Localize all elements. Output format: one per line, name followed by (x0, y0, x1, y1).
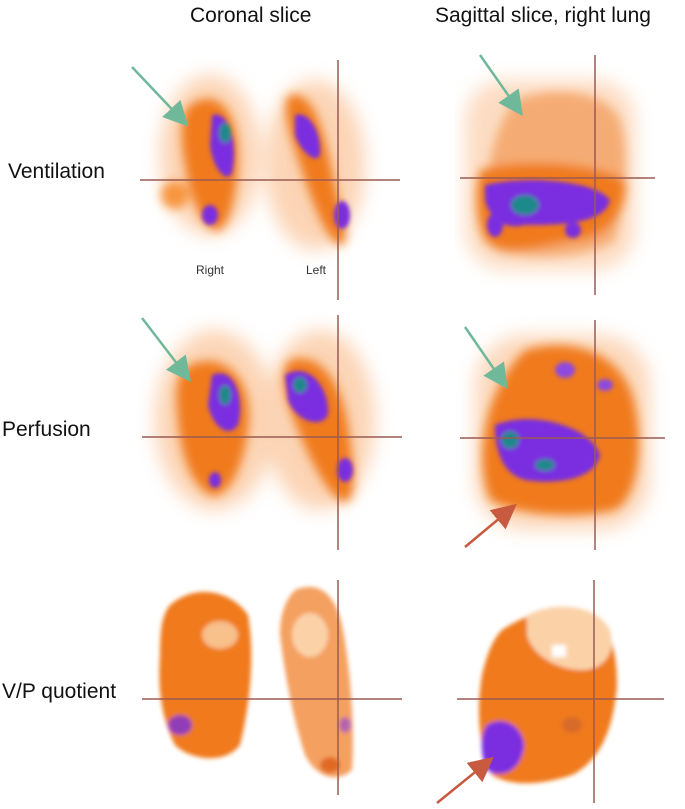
column-title-coronal: Coronal slice (190, 4, 312, 27)
panel-ventilation-coronal: Right Left (130, 55, 405, 305)
green-arrow (141, 317, 192, 382)
label-left: Left (306, 263, 327, 277)
red-arrow (464, 503, 517, 548)
panel-ventilation-sagittal (455, 50, 660, 300)
label-right: Right (196, 263, 225, 277)
column-title-sagittal: Sagittal slice, right lung (435, 4, 651, 27)
red-arrow (436, 756, 494, 804)
row-label-vp-quotient: V/P quotient (2, 680, 117, 703)
row-label-ventilation: Ventilation (8, 160, 105, 183)
green-arrow (478, 54, 523, 117)
panel-vp-coronal (130, 575, 405, 800)
panel-perfusion-sagittal (455, 315, 670, 555)
panel-vp-sagittal (432, 575, 667, 807)
green-arrow (131, 66, 189, 127)
green-arrow (463, 326, 508, 390)
panel-perfusion-coronal (130, 310, 405, 555)
row-label-perfusion: Perfusion (2, 418, 91, 441)
